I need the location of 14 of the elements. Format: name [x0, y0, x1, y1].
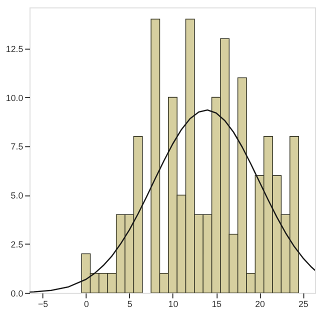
y-tick-label: 2.5 [10, 239, 24, 250]
y-tick-label: 5.0 [10, 190, 24, 201]
x-tick-label: 15 [212, 299, 222, 310]
line-series [30, 109, 316, 293]
x-tick-label: 25 [298, 299, 308, 310]
y-tick-label: 0.0 [10, 288, 24, 298]
x-tick-label: 10 [168, 299, 178, 310]
y-tick-label: 10.0 [6, 92, 24, 103]
x-tick-label: 20 [255, 299, 266, 310]
x-tick-label: −5 [38, 299, 48, 310]
x-tick-label: 5 [127, 299, 132, 310]
y-tick-label: 12.5 [6, 44, 24, 54]
x-tick-label: 0 [84, 299, 89, 310]
y-tick-label: 7.5 [10, 142, 24, 152]
